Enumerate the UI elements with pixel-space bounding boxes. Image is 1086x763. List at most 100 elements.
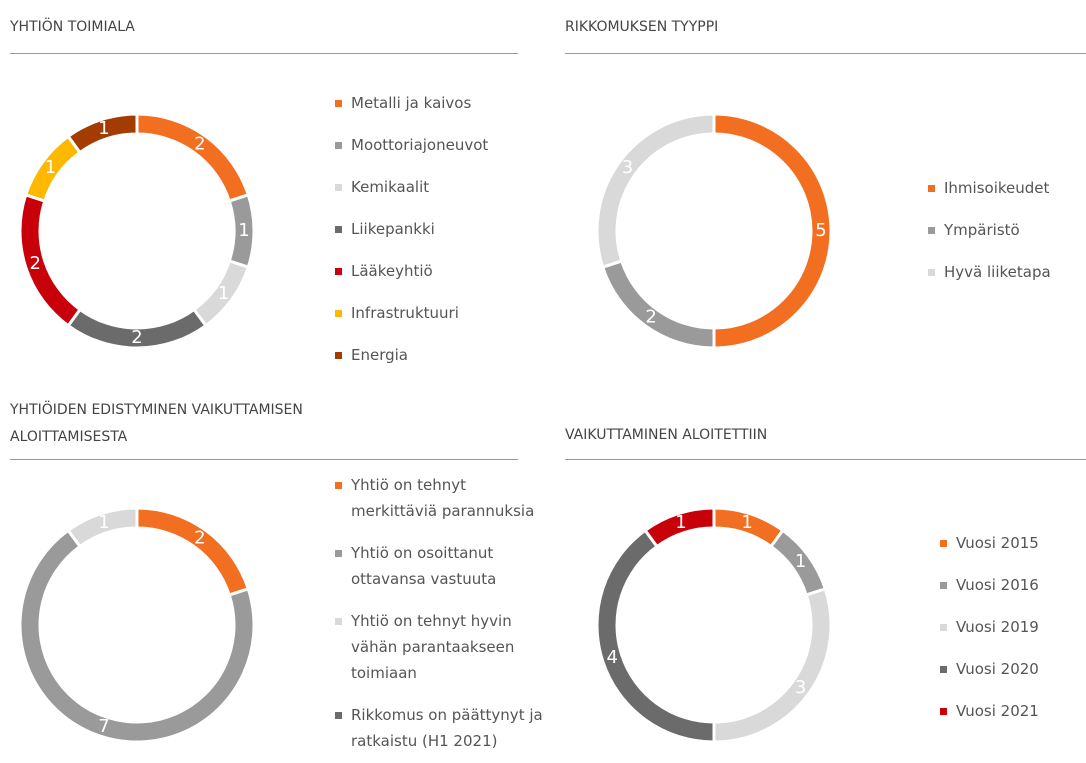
- legend-label: Yhtiö on tehnyt merkittäviä parannuksia: [351, 476, 535, 520]
- legend-item: Hyvä liiketapa: [928, 259, 1086, 285]
- chart-panel: YHTIÖN TOIMIALA 2 1 1 2 2 1 1 Metalli ja kaivos M…: [10, 0, 518, 763]
- data-label: 1: [45, 157, 56, 178]
- data-label: 1: [218, 283, 229, 304]
- legend-swatch: [928, 269, 935, 276]
- legend-swatch: [335, 618, 342, 625]
- data-label: 4: [607, 647, 618, 668]
- title-rule: [10, 459, 518, 460]
- chart-panel: VAIKUTTAMINEN ALOITETTIIN 1 1 3 4 1 Vuosi 2015…: [565, 0, 1086, 763]
- legend: Vuosi 2015 Vuosi 2016 Vuosi 2019 Vuosi 2020…: [940, 530, 1086, 724]
- legend-item: Ympäristö: [928, 217, 1086, 243]
- legend-label: Kemikaalit: [351, 178, 430, 196]
- legend-item: Vuosi 2021: [940, 698, 1086, 724]
- legend-label: Ihmisoikeudet: [944, 179, 1050, 197]
- legend-item: Metalli ja kaivos: [335, 90, 556, 116]
- donut: 2 7 1: [18, 506, 256, 744]
- legend-label: Moottoriajoneuvot: [351, 136, 489, 154]
- legend-label: Rikkomus on päättynyt ja ratkaistu (H1 2…: [351, 706, 543, 750]
- legend-swatch: [335, 550, 342, 557]
- donut-segment: [712, 586, 833, 744]
- legend-swatch: [335, 142, 342, 149]
- legend-item: Rikkomus on päättynyt ja ratkaistu (H1 2…: [335, 702, 556, 754]
- legend-item: Vuosi 2020: [940, 656, 1086, 682]
- legend-label: Lääkeyhtiö: [351, 262, 433, 280]
- donut-segment: [66, 112, 139, 155]
- legend-swatch: [940, 708, 947, 715]
- data-label: 2: [131, 327, 142, 348]
- legend: Metalli ja kaivos Moottoriajoneuvot Kemika…: [335, 90, 556, 368]
- legend-label: Yhtiö on osoittanut ottavansa vastuuta: [351, 544, 497, 588]
- legend-label: Vuosi 2021: [956, 702, 1039, 720]
- data-label: 5: [815, 220, 826, 241]
- donut-segment: [643, 506, 716, 549]
- chart-panel: RIKKOMUKSEN TYYPPI 5 2 3 Ihmisoikeudet Ympäri…: [565, 0, 1086, 763]
- donut: 5 2 3: [595, 112, 833, 350]
- chart-title: YHTIÖIDEN EDISTYMINEN VAIKUTTAMISEN ALOI…: [10, 402, 303, 445]
- legend-label: Energia: [351, 346, 408, 364]
- data-label: 1: [741, 512, 752, 533]
- legend: Ihmisoikeudet Ympäristö Hyvä liiketapa: [928, 175, 1086, 285]
- donut-segment: [18, 528, 256, 744]
- data-label: 1: [98, 512, 109, 533]
- donut-segment: [135, 506, 251, 597]
- legend-swatch: [335, 310, 342, 317]
- legend-item: Kemikaalit: [335, 174, 556, 200]
- donut-segment: [595, 112, 716, 270]
- data-label: 1: [238, 220, 249, 241]
- legend-label: Infrastruktuuri: [351, 304, 459, 322]
- legend-swatch: [335, 712, 342, 719]
- legend-label: Ympäristö: [944, 221, 1020, 239]
- legend-swatch: [335, 482, 342, 489]
- data-label: 3: [795, 677, 806, 698]
- legend-swatch: [940, 666, 947, 673]
- donut: 2 1 1 2 2 1 1: [18, 112, 256, 350]
- legend-item: Ihmisoikeudet: [928, 175, 1086, 201]
- legend-swatch: [940, 540, 947, 547]
- legend-item: Infrastruktuuri: [335, 300, 556, 326]
- title-rule: [10, 53, 518, 54]
- legend-swatch: [335, 268, 342, 275]
- legend-label: Vuosi 2015: [956, 534, 1039, 552]
- legend-label: Liikepankki: [351, 220, 435, 238]
- chart-title: RIKKOMUKSEN TYYPPI: [565, 19, 719, 35]
- data-label: 2: [30, 253, 41, 274]
- chart-title: VAIKUTTAMINEN ALOITETTIIN: [565, 427, 768, 443]
- legend-item: Yhtiö on osoittanut ottavansa vastuuta: [335, 540, 556, 592]
- legend-item: Vuosi 2019: [940, 614, 1086, 640]
- legend-item: Energia: [335, 342, 556, 368]
- legend-label: Yhtiö on tehnyt hyvin vähän parantaaksee…: [351, 612, 515, 682]
- data-label: 1: [98, 118, 109, 139]
- data-label: 1: [675, 512, 686, 533]
- legend-item: Vuosi 2016: [940, 572, 1086, 598]
- legend-label: Metalli ja kaivos: [351, 94, 472, 112]
- legend-item: Yhtiö on tehnyt hyvin vähän parantaaksee…: [335, 608, 556, 686]
- data-label: 7: [98, 716, 109, 737]
- legend-swatch: [335, 352, 342, 359]
- title-rule: [565, 459, 1086, 460]
- chart-title: YHTIÖN TOIMIALA: [10, 19, 135, 35]
- title-rule: [565, 53, 1086, 54]
- legend-label: Hyvä liiketapa: [944, 263, 1051, 281]
- legend-item: Lääkeyhtiö: [335, 258, 556, 284]
- donut-segment: [595, 528, 716, 744]
- legend-swatch: [335, 184, 342, 191]
- data-label: 2: [194, 133, 205, 154]
- legend-item: Liikepankki: [335, 216, 556, 242]
- legend-swatch: [335, 100, 342, 107]
- data-label: 2: [645, 307, 656, 328]
- legend-swatch: [928, 185, 935, 192]
- legend-label: Vuosi 2016: [956, 576, 1039, 594]
- legend-label: Vuosi 2019: [956, 618, 1039, 636]
- legend-item: Yhtiö on tehnyt merkittäviä parannuksia: [335, 472, 556, 524]
- legend-swatch: [940, 624, 947, 631]
- chart-panel: YHTIÖIDEN EDISTYMINEN VAIKUTTAMISEN ALOI…: [10, 0, 543, 763]
- legend-swatch: [928, 227, 935, 234]
- legend-item: Moottoriajoneuvot: [335, 132, 556, 158]
- legend-swatch: [940, 582, 947, 589]
- donut: 1 1 3 4 1: [595, 506, 833, 744]
- data-label: 1: [795, 551, 806, 572]
- legend-label: Vuosi 2020: [956, 660, 1039, 678]
- legend-item: Vuosi 2015: [940, 530, 1086, 556]
- data-label: 2: [194, 527, 205, 548]
